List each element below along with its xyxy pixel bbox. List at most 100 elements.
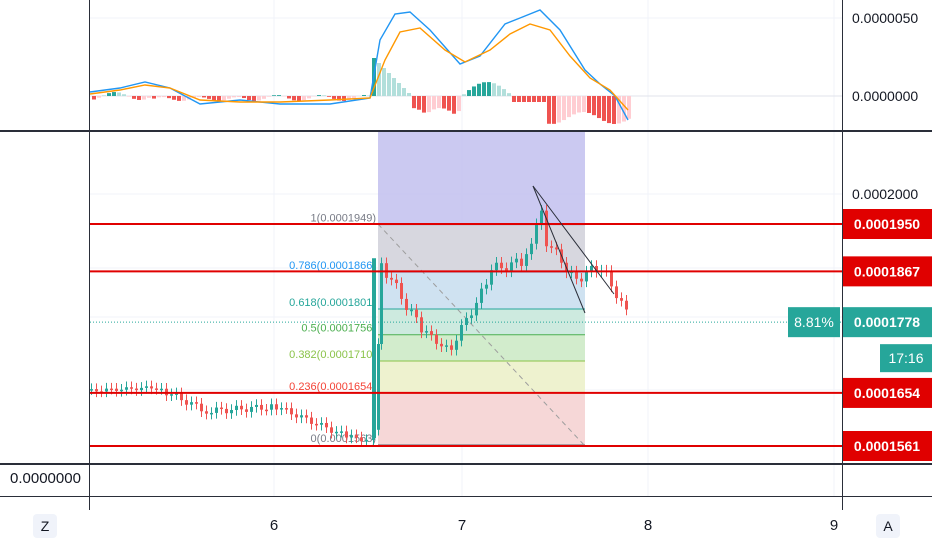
macd-histogram-bar bbox=[112, 92, 116, 96]
candle bbox=[505, 262, 508, 278]
macd-histogram-bar bbox=[247, 96, 251, 100]
auto-scale-button[interactable]: A bbox=[876, 514, 900, 538]
macd-histogram-bar bbox=[272, 95, 276, 96]
zoom-button[interactable]: Z bbox=[33, 514, 57, 538]
candle bbox=[215, 401, 218, 419]
fib-label-0.236: 0.236(0.0001654) bbox=[289, 381, 376, 393]
price-scale[interactable]: 0.0000050 0.0000000 0.0002000 0.0001950 0.00… bbox=[788, 10, 932, 461]
macd-histogram-bar bbox=[297, 96, 301, 101]
macd-histogram-bar bbox=[427, 96, 431, 113]
macd-histogram-bar bbox=[252, 96, 256, 101]
macd-histogram-bar bbox=[137, 96, 141, 100]
candle bbox=[95, 383, 98, 398]
candle bbox=[335, 426, 338, 439]
candle bbox=[285, 402, 288, 414]
candle-body bbox=[620, 298, 623, 301]
macd-histogram-bar bbox=[402, 88, 406, 96]
trendline-lower[interactable] bbox=[532, 185, 586, 314]
candle-body bbox=[410, 309, 413, 312]
macd-histogram-bar bbox=[452, 96, 456, 114]
candle bbox=[180, 387, 183, 406]
macd-histogram-bar bbox=[362, 95, 366, 96]
macd-histogram-bar bbox=[572, 96, 576, 115]
macd-histogram-bar bbox=[607, 96, 611, 124]
macd-histogram-bar bbox=[517, 96, 521, 102]
macd-histogram-bar bbox=[267, 96, 271, 97]
macd-histogram-bar bbox=[237, 96, 241, 98]
macd-histogram-bar bbox=[97, 96, 101, 98]
candle-body bbox=[115, 388, 118, 391]
time-tick-7: 7 bbox=[457, 517, 467, 534]
macd-histogram-bar bbox=[507, 93, 511, 96]
macd-histogram-bar bbox=[307, 96, 311, 99]
macd-histogram-bar bbox=[302, 96, 306, 101]
candle bbox=[200, 398, 203, 417]
macd-histogram-bar bbox=[437, 96, 441, 109]
candle-body bbox=[495, 262, 498, 271]
time-tick-9: 9 bbox=[829, 517, 839, 534]
candle bbox=[395, 273, 398, 289]
trendline-drawings[interactable] bbox=[532, 185, 615, 314]
macd-histogram-bar bbox=[417, 96, 421, 110]
candle-body bbox=[430, 331, 433, 335]
change-percent-bg bbox=[788, 307, 840, 338]
horizontal-levels[interactable] bbox=[90, 223, 842, 447]
macd-histogram-bar bbox=[532, 96, 536, 102]
candle-body bbox=[440, 343, 443, 347]
macd-histogram-bar bbox=[107, 93, 111, 96]
candle-body bbox=[390, 277, 393, 280]
candle bbox=[325, 417, 328, 434]
candle-body bbox=[445, 345, 448, 347]
trendline-upper[interactable] bbox=[532, 185, 615, 295]
macd-histogram-bar bbox=[197, 96, 201, 98]
candle bbox=[310, 411, 313, 430]
candle bbox=[445, 339, 448, 353]
fib-label-0.786: 0.786(0.0001866) bbox=[289, 260, 376, 272]
level-price-tag-1: 0.0001867 bbox=[843, 256, 932, 287]
candle-body bbox=[245, 409, 248, 412]
macd-histogram-bar bbox=[522, 96, 526, 102]
candle bbox=[260, 399, 263, 416]
candle-body bbox=[400, 283, 403, 299]
candle-body bbox=[380, 263, 383, 344]
candle-body bbox=[595, 266, 598, 272]
candle-body bbox=[360, 437, 363, 442]
macd-scale-zero: 0.0000000 bbox=[852, 88, 918, 104]
macd-histogram-bar bbox=[332, 96, 336, 99]
macd-indicator bbox=[89, 9, 842, 124]
macd-histogram-bar bbox=[432, 96, 436, 110]
macd-histogram-bar bbox=[232, 96, 236, 98]
level-tag-text: 0.0001654 bbox=[854, 385, 920, 401]
candle-body bbox=[260, 404, 263, 410]
fib-label-0.382: 0.382(0.0001710) bbox=[289, 349, 376, 361]
macd-histogram-bar bbox=[472, 86, 476, 96]
candle bbox=[270, 398, 273, 416]
candle bbox=[480, 282, 483, 309]
macd-histogram-bar bbox=[257, 96, 261, 101]
candle-body bbox=[225, 408, 228, 414]
macd-histogram-bar bbox=[412, 96, 416, 109]
candle bbox=[415, 304, 418, 323]
candle bbox=[170, 388, 173, 402]
candle-body bbox=[480, 288, 483, 303]
macd-histogram-bar bbox=[557, 96, 561, 123]
candle-body bbox=[195, 402, 198, 404]
candle bbox=[145, 380, 148, 394]
pane-separator-top[interactable] bbox=[0, 130, 932, 132]
candle-body bbox=[425, 331, 428, 333]
candle-body bbox=[465, 318, 468, 325]
pane-separator-bottom[interactable] bbox=[0, 463, 932, 465]
candle-body bbox=[475, 302, 478, 316]
candle-body bbox=[530, 243, 533, 255]
macd-histogram-bar bbox=[422, 96, 426, 113]
candle bbox=[255, 399, 258, 413]
macd-histogram-bar bbox=[342, 96, 346, 101]
candle-body bbox=[345, 431, 348, 438]
candle-body bbox=[145, 386, 148, 388]
candle-body bbox=[300, 415, 303, 418]
macd-line bbox=[89, 9, 629, 121]
macd-histogram-bar bbox=[592, 96, 596, 116]
macd-histogram-bar bbox=[577, 96, 581, 113]
